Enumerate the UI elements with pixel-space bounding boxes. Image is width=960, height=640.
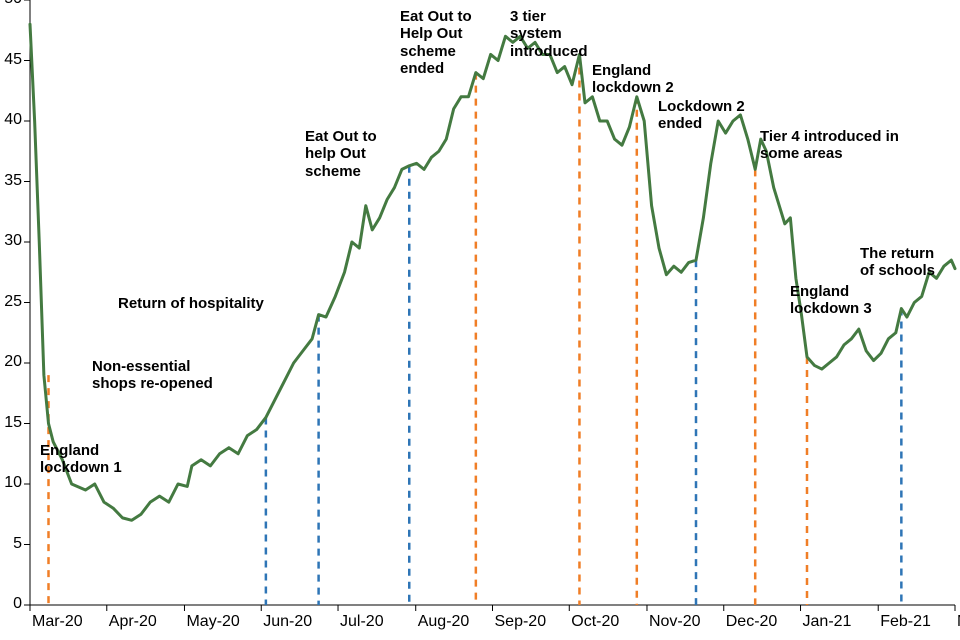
y-tick-label: 35 bbox=[4, 172, 22, 190]
y-tick-label: 15 bbox=[4, 414, 22, 432]
y-tick-label: 25 bbox=[4, 293, 22, 311]
x-tick-label: May-20 bbox=[186, 613, 239, 631]
x-tick-label: Jul-20 bbox=[340, 613, 384, 631]
x-tick-label: Apr-20 bbox=[109, 613, 157, 631]
annotation-label: Englandlockdown 1 bbox=[40, 442, 122, 477]
annotation-label: Non-essentialshops re-opened bbox=[92, 358, 213, 393]
data-series-line bbox=[30, 24, 955, 520]
y-tick-label: 0 bbox=[13, 595, 22, 613]
x-tick-label: Jan-21 bbox=[803, 613, 852, 631]
annotation-label: The returnof schools bbox=[860, 245, 935, 280]
annotation-label: Eat Out toHelp Outschemeended bbox=[400, 8, 472, 77]
annotation-label: Return of hospitality bbox=[118, 295, 264, 312]
chart-svg bbox=[0, 0, 960, 640]
x-tick-label: Aug-20 bbox=[418, 613, 470, 631]
x-tick-label: Oct-20 bbox=[571, 613, 619, 631]
annotation-label: Tier 4 introduced insome areas bbox=[760, 128, 899, 163]
y-tick-label: 50 bbox=[4, 0, 22, 8]
x-tick-label: Dec-20 bbox=[726, 613, 778, 631]
line-chart: 0 5 10 15 20 25 30 35 40 45 50 Mar-20 Apr-20 May-20 Ju… bbox=[0, 0, 960, 640]
x-tick-label: Nov-20 bbox=[649, 613, 701, 631]
y-tick-label: 5 bbox=[13, 535, 22, 553]
y-tick-label: 10 bbox=[4, 474, 22, 492]
annotation-label: 3 tiersystemintroduced bbox=[510, 8, 588, 60]
annotation-label: Eat Out tohelp Outscheme bbox=[305, 128, 377, 180]
y-tick-label: 40 bbox=[4, 111, 22, 129]
y-tick-label: 30 bbox=[4, 232, 22, 250]
x-tick-label: Jun-20 bbox=[263, 613, 312, 631]
x-tick-label: Feb-21 bbox=[880, 613, 931, 631]
x-tick-label: Mar-20 bbox=[32, 613, 83, 631]
x-tick-label: Sep-20 bbox=[495, 613, 547, 631]
y-tick-label: 20 bbox=[4, 353, 22, 371]
annotation-label: Englandlockdown 3 bbox=[790, 283, 872, 318]
annotation-label: Englandlockdown 2 bbox=[592, 62, 674, 97]
y-tick-label: 45 bbox=[4, 51, 22, 69]
annotation-label: Lockdown 2ended bbox=[658, 98, 745, 133]
